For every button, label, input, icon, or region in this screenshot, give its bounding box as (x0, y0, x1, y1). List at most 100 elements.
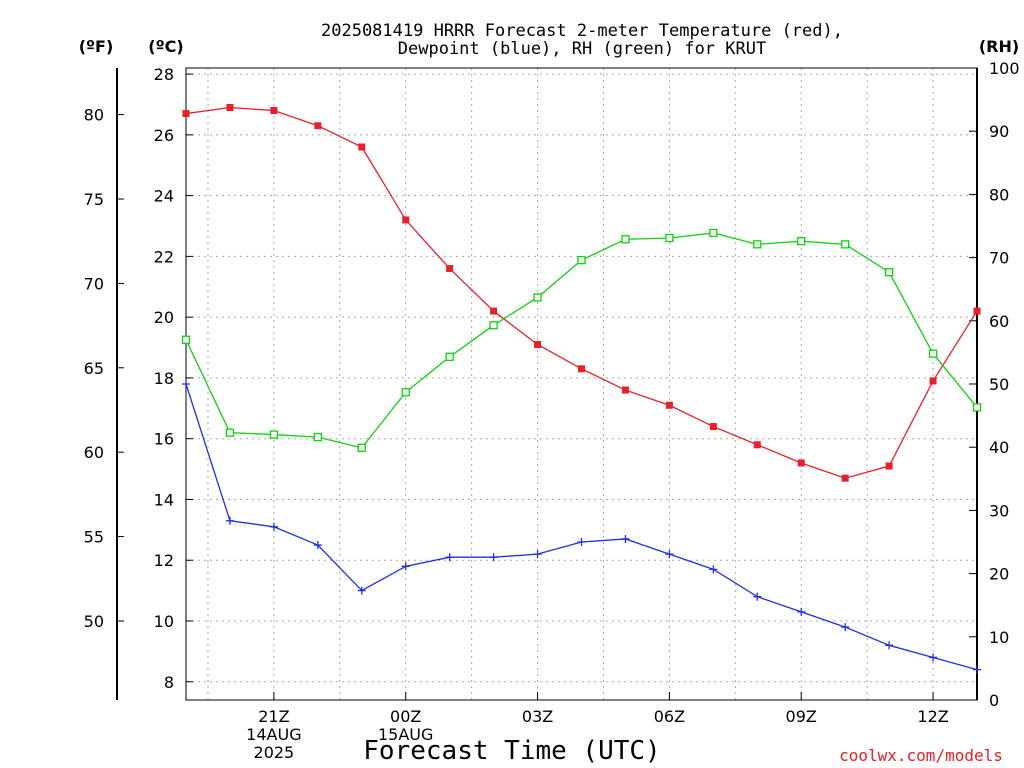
temperature-point (841, 474, 849, 482)
dewpoint-point (313, 541, 322, 550)
rh-point (533, 293, 542, 302)
temperature-point (621, 386, 629, 394)
x-tick-label: 15AUG (378, 725, 433, 744)
rh-point (884, 267, 894, 277)
dewpoint-point (665, 550, 674, 559)
dewpoint-point (929, 653, 938, 662)
temperature-point (314, 122, 322, 130)
rh-tick-label: 0 (989, 691, 999, 710)
temperature-point (446, 265, 454, 273)
celsius-tick-label: 12 (154, 551, 174, 570)
x-tick-label: 14AUG (246, 725, 301, 744)
celsius-tick-label: 16 (154, 430, 174, 449)
rh-point (621, 235, 630, 244)
rh-point (357, 443, 366, 452)
rh-line (185, 232, 978, 449)
temperature-point (578, 365, 585, 373)
rh-point (269, 430, 279, 439)
rh-tick-label: 60 (989, 312, 1009, 331)
rh-point (753, 240, 762, 249)
rh-tick-label: 30 (989, 501, 1009, 520)
temperature-point (665, 401, 673, 409)
dewpoint-point (401, 562, 410, 571)
dewpoint-point (709, 565, 718, 574)
celsius-tick-label: 10 (154, 612, 174, 631)
rh-tick-label: 80 (989, 185, 1009, 204)
rh-tick-label: 40 (989, 438, 1009, 457)
temperature-point (885, 462, 893, 470)
temperature-point (490, 307, 498, 315)
dewpoint-point (841, 623, 850, 632)
rh-tick-label: 90 (989, 122, 1009, 141)
celsius-tick-label: 24 (154, 187, 174, 206)
dewpoint-point (753, 592, 762, 601)
temperature-point (973, 307, 981, 315)
rh-point (401, 388, 410, 397)
watermark-link[interactable]: coolwx.com/models (839, 746, 1003, 765)
fahrenheit-tick-label: 50 (84, 612, 104, 631)
rh-tick-label: 20 (989, 565, 1009, 584)
rh-point (489, 321, 498, 330)
x-axis-title: Forecast Time (UTC) (363, 736, 660, 766)
dewpoint-point (445, 553, 454, 562)
fahrenheit-tick-label: 70 (84, 274, 104, 293)
fahrenheit-tick-label: 55 (84, 528, 104, 547)
dewpoint-point (885, 641, 894, 650)
temperature-point (358, 143, 366, 151)
chart-title-line-2: Dewpoint (blue), RH (green) for KRUT (398, 39, 766, 59)
temperature-point (797, 459, 805, 467)
rh-point (972, 403, 982, 412)
fahrenheit-tick-label: 65 (84, 359, 104, 378)
temperature-point (270, 107, 278, 115)
rh-point (577, 255, 586, 265)
dewpoint-point (973, 665, 981, 674)
temperature-point (402, 216, 410, 224)
dewpoint-point (182, 380, 190, 388)
x-tick-label: 12Z (917, 707, 948, 726)
rh-tick-label: 10 (989, 628, 1009, 647)
plot-frame (185, 67, 978, 701)
data-series (181, 104, 982, 674)
celsius-tick-label: 8 (164, 673, 174, 692)
x-tick-label: 21Z (258, 707, 289, 726)
celsius-tick-label: 14 (154, 490, 174, 509)
dewpoint-point (225, 516, 234, 525)
rh-point (445, 352, 454, 361)
temperature-point (182, 110, 190, 118)
dewpoint-point (269, 522, 278, 531)
x-tick-label: 06Z (654, 707, 685, 726)
temperature-point (753, 441, 761, 449)
celsius-tick-label: 20 (154, 308, 174, 327)
temperature-point (534, 341, 542, 348)
rh-point (841, 240, 850, 249)
dewpoint-point (577, 538, 586, 546)
dewpoint-point (357, 586, 366, 595)
fahrenheit-tick-label: 80 (84, 106, 104, 125)
dewpoint-point (621, 534, 630, 543)
rh-tick-label: 70 (989, 249, 1009, 268)
dewpoint-point (489, 553, 498, 562)
dewpoint-line (185, 383, 978, 671)
dewpoint-point (797, 607, 806, 616)
temperature-point (709, 423, 717, 431)
rh-point (181, 335, 191, 344)
celsius-tick-label: 18 (154, 369, 174, 388)
rh-unit-label: (RH) (979, 37, 1019, 56)
temperature-point (929, 377, 937, 385)
gridlines (186, 68, 977, 700)
temperature-line (185, 106, 978, 479)
fahrenheit-tick-label: 75 (84, 190, 104, 209)
x-tick-label: 03Z (522, 707, 553, 726)
rh-point (225, 428, 235, 437)
dewpoint-point (533, 550, 542, 559)
fahrenheit-unit-label: (ºF) (79, 37, 114, 56)
x-tick-label: 2025 (254, 743, 295, 762)
rh-point (797, 237, 806, 246)
rh-point (665, 233, 674, 243)
axis-ticks: 8 10 12 14 16 18 20 22 24 26 28 50 55 60 65 70 75 80 0 10 20… (84, 59, 1020, 762)
celsius-unit-label: (ºC) (148, 37, 183, 56)
temperature-point (226, 104, 234, 111)
rh-tick-label: 100 (989, 59, 1020, 78)
rh-point (928, 349, 938, 358)
